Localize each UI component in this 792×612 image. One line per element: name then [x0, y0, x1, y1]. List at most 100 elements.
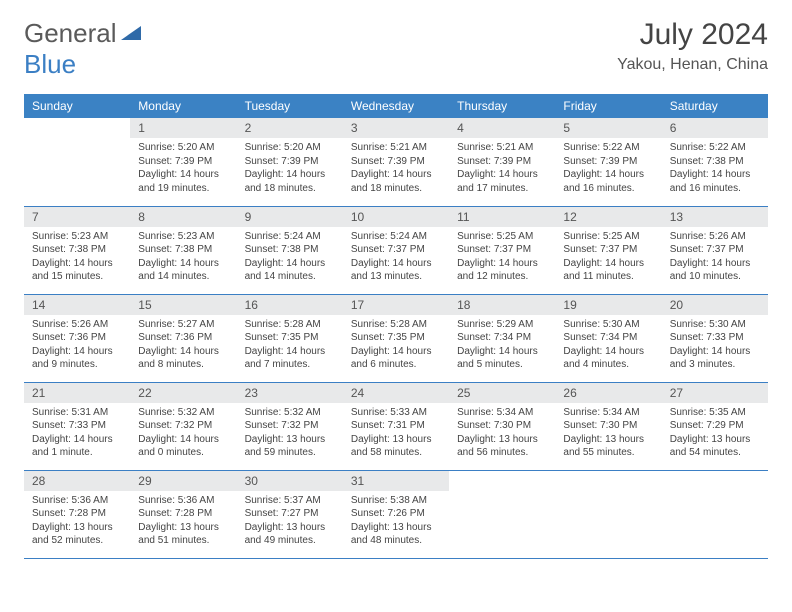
day-number: 24 [343, 383, 449, 403]
day-body: Sunrise: 5:33 AMSunset: 7:31 PMDaylight:… [343, 403, 449, 466]
day-header: Tuesday [237, 94, 343, 118]
day-cell: 26Sunrise: 5:34 AMSunset: 7:30 PMDayligh… [555, 382, 661, 470]
logo-sail-icon [121, 18, 143, 49]
day-number: 31 [343, 471, 449, 491]
day-cell: 24Sunrise: 5:33 AMSunset: 7:31 PMDayligh… [343, 382, 449, 470]
day-body: Sunrise: 5:20 AMSunset: 7:39 PMDaylight:… [130, 138, 236, 201]
day-cell: 19Sunrise: 5:30 AMSunset: 7:34 PMDayligh… [555, 294, 661, 382]
day-cell: 17Sunrise: 5:28 AMSunset: 7:35 PMDayligh… [343, 294, 449, 382]
day-body: Sunrise: 5:21 AMSunset: 7:39 PMDaylight:… [449, 138, 555, 201]
empty-cell [555, 470, 661, 558]
location: Yakou, Henan, China [617, 56, 768, 74]
day-body: Sunrise: 5:23 AMSunset: 7:38 PMDaylight:… [130, 227, 236, 290]
day-cell: 16Sunrise: 5:28 AMSunset: 7:35 PMDayligh… [237, 294, 343, 382]
logo: General Blue [24, 18, 143, 80]
day-header: Friday [555, 94, 661, 118]
day-body: Sunrise: 5:23 AMSunset: 7:38 PMDaylight:… [24, 227, 130, 290]
day-cell: 8Sunrise: 5:23 AMSunset: 7:38 PMDaylight… [130, 206, 236, 294]
day-cell: 15Sunrise: 5:27 AMSunset: 7:36 PMDayligh… [130, 294, 236, 382]
day-body: Sunrise: 5:38 AMSunset: 7:26 PMDaylight:… [343, 491, 449, 554]
day-number: 10 [343, 207, 449, 227]
day-header: Thursday [449, 94, 555, 118]
day-number: 22 [130, 383, 236, 403]
day-number: 26 [555, 383, 661, 403]
day-body: Sunrise: 5:24 AMSunset: 7:37 PMDaylight:… [343, 227, 449, 290]
day-cell: 7Sunrise: 5:23 AMSunset: 7:38 PMDaylight… [24, 206, 130, 294]
header: General Blue July 2024 Yakou, Henan, Chi… [24, 18, 768, 80]
day-body: Sunrise: 5:34 AMSunset: 7:30 PMDaylight:… [555, 403, 661, 466]
day-cell: 11Sunrise: 5:25 AMSunset: 7:37 PMDayligh… [449, 206, 555, 294]
day-cell: 30Sunrise: 5:37 AMSunset: 7:27 PMDayligh… [237, 470, 343, 558]
empty-cell [449, 470, 555, 558]
day-number: 14 [24, 295, 130, 315]
day-number: 29 [130, 471, 236, 491]
day-cell: 28Sunrise: 5:36 AMSunset: 7:28 PMDayligh… [24, 470, 130, 558]
day-number: 15 [130, 295, 236, 315]
day-body: Sunrise: 5:27 AMSunset: 7:36 PMDaylight:… [130, 315, 236, 378]
day-number: 30 [237, 471, 343, 491]
day-body: Sunrise: 5:26 AMSunset: 7:37 PMDaylight:… [662, 227, 768, 290]
logo-text-gray: General [24, 18, 117, 48]
day-cell: 23Sunrise: 5:32 AMSunset: 7:32 PMDayligh… [237, 382, 343, 470]
day-body: Sunrise: 5:32 AMSunset: 7:32 PMDaylight:… [130, 403, 236, 466]
day-cell: 22Sunrise: 5:32 AMSunset: 7:32 PMDayligh… [130, 382, 236, 470]
calendar-table: SundayMondayTuesdayWednesdayThursdayFrid… [24, 94, 768, 559]
day-body: Sunrise: 5:25 AMSunset: 7:37 PMDaylight:… [555, 227, 661, 290]
day-number: 28 [24, 471, 130, 491]
day-cell: 25Sunrise: 5:34 AMSunset: 7:30 PMDayligh… [449, 382, 555, 470]
day-cell: 20Sunrise: 5:30 AMSunset: 7:33 PMDayligh… [662, 294, 768, 382]
empty-cell [662, 470, 768, 558]
day-body: Sunrise: 5:28 AMSunset: 7:35 PMDaylight:… [237, 315, 343, 378]
day-number: 17 [343, 295, 449, 315]
day-number: 25 [449, 383, 555, 403]
day-body: Sunrise: 5:26 AMSunset: 7:36 PMDaylight:… [24, 315, 130, 378]
day-cell: 5Sunrise: 5:22 AMSunset: 7:39 PMDaylight… [555, 118, 661, 206]
day-body: Sunrise: 5:25 AMSunset: 7:37 PMDaylight:… [449, 227, 555, 290]
day-body: Sunrise: 5:32 AMSunset: 7:32 PMDaylight:… [237, 403, 343, 466]
day-header: Saturday [662, 94, 768, 118]
day-number: 9 [237, 207, 343, 227]
day-cell: 14Sunrise: 5:26 AMSunset: 7:36 PMDayligh… [24, 294, 130, 382]
day-body: Sunrise: 5:34 AMSunset: 7:30 PMDaylight:… [449, 403, 555, 466]
logo-text-blue: Blue [24, 49, 76, 79]
calendar-body: 1Sunrise: 5:20 AMSunset: 7:39 PMDaylight… [24, 118, 768, 558]
title-block: July 2024 Yakou, Henan, China [617, 18, 768, 74]
day-number: 5 [555, 118, 661, 138]
day-body: Sunrise: 5:22 AMSunset: 7:39 PMDaylight:… [555, 138, 661, 201]
month-title: July 2024 [617, 18, 768, 52]
calendar-head: SundayMondayTuesdayWednesdayThursdayFrid… [24, 94, 768, 118]
day-cell: 1Sunrise: 5:20 AMSunset: 7:39 PMDaylight… [130, 118, 236, 206]
day-body: Sunrise: 5:36 AMSunset: 7:28 PMDaylight:… [24, 491, 130, 554]
day-cell: 4Sunrise: 5:21 AMSunset: 7:39 PMDaylight… [449, 118, 555, 206]
day-cell: 27Sunrise: 5:35 AMSunset: 7:29 PMDayligh… [662, 382, 768, 470]
day-number: 16 [237, 295, 343, 315]
day-cell: 9Sunrise: 5:24 AMSunset: 7:38 PMDaylight… [237, 206, 343, 294]
day-body: Sunrise: 5:30 AMSunset: 7:34 PMDaylight:… [555, 315, 661, 378]
day-number: 6 [662, 118, 768, 138]
day-header: Wednesday [343, 94, 449, 118]
day-header: Sunday [24, 94, 130, 118]
day-number: 8 [130, 207, 236, 227]
day-body: Sunrise: 5:24 AMSunset: 7:38 PMDaylight:… [237, 227, 343, 290]
day-body: Sunrise: 5:31 AMSunset: 7:33 PMDaylight:… [24, 403, 130, 466]
day-body: Sunrise: 5:36 AMSunset: 7:28 PMDaylight:… [130, 491, 236, 554]
day-cell: 31Sunrise: 5:38 AMSunset: 7:26 PMDayligh… [343, 470, 449, 558]
day-number: 13 [662, 207, 768, 227]
day-body: Sunrise: 5:29 AMSunset: 7:34 PMDaylight:… [449, 315, 555, 378]
day-cell: 2Sunrise: 5:20 AMSunset: 7:39 PMDaylight… [237, 118, 343, 206]
day-number: 23 [237, 383, 343, 403]
logo-text: General Blue [24, 18, 143, 80]
day-number: 21 [24, 383, 130, 403]
day-number: 4 [449, 118, 555, 138]
day-cell: 18Sunrise: 5:29 AMSunset: 7:34 PMDayligh… [449, 294, 555, 382]
day-body: Sunrise: 5:30 AMSunset: 7:33 PMDaylight:… [662, 315, 768, 378]
day-cell: 29Sunrise: 5:36 AMSunset: 7:28 PMDayligh… [130, 470, 236, 558]
day-number: 19 [555, 295, 661, 315]
day-number: 20 [662, 295, 768, 315]
empty-cell [24, 118, 130, 206]
day-cell: 6Sunrise: 5:22 AMSunset: 7:38 PMDaylight… [662, 118, 768, 206]
day-cell: 13Sunrise: 5:26 AMSunset: 7:37 PMDayligh… [662, 206, 768, 294]
day-number: 7 [24, 207, 130, 227]
day-body: Sunrise: 5:21 AMSunset: 7:39 PMDaylight:… [343, 138, 449, 201]
day-number: 3 [343, 118, 449, 138]
